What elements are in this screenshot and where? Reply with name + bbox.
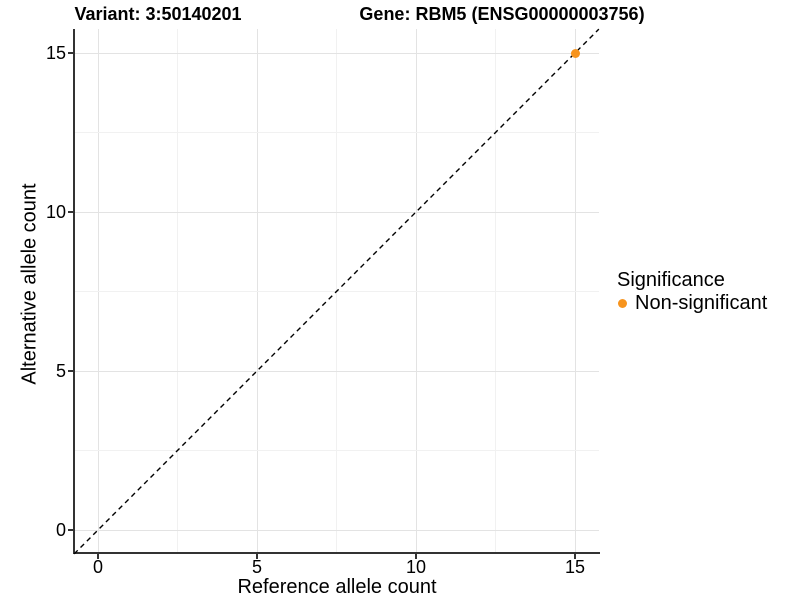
plot-title-gene: Gene: RBM5 (ENSG00000003756) xyxy=(359,4,645,24)
legend-marker-circle-icon xyxy=(618,299,627,308)
x-axis-tick xyxy=(97,554,99,559)
x-tick-label: 15 xyxy=(564,557,586,577)
x-axis-tick xyxy=(415,554,417,559)
gridline-y-major xyxy=(75,529,599,531)
x-axis-line xyxy=(73,552,600,554)
y-axis-tick xyxy=(68,211,73,213)
gridline-y-minor xyxy=(75,132,599,133)
gridline-y-major xyxy=(75,211,599,213)
legend-title: Significance xyxy=(617,269,725,291)
y-tick-label: 15 xyxy=(45,43,66,63)
y-axis-tick xyxy=(68,52,73,54)
data-point xyxy=(570,48,580,58)
y-tick-label: 5 xyxy=(55,361,66,381)
y-tick-label: 0 xyxy=(55,520,66,540)
x-tick-label: 0 xyxy=(92,557,104,577)
x-tick-label: 5 xyxy=(251,557,263,577)
x-axis-tick xyxy=(574,554,576,559)
x-axis-title: Reference allele count xyxy=(237,576,437,598)
gridline-y-minor xyxy=(75,291,599,292)
legend-item-label: Non-significant xyxy=(635,292,768,314)
plot-title-variant: Variant: 3:50140201 xyxy=(74,4,242,24)
y-axis-title: Alternative allele count xyxy=(18,183,41,385)
gridline-y-major xyxy=(75,370,599,372)
y-axis-line xyxy=(73,29,75,554)
gridline-y-major xyxy=(75,52,599,54)
y-tick-label: 10 xyxy=(45,202,66,222)
x-tick-label: 10 xyxy=(405,557,427,577)
y-axis-tick xyxy=(68,529,73,531)
x-axis-tick xyxy=(256,554,258,559)
gridline-y-minor xyxy=(75,450,599,451)
y-axis-tick xyxy=(68,370,73,372)
legend-item-non-significant: Non-significant xyxy=(618,292,767,315)
